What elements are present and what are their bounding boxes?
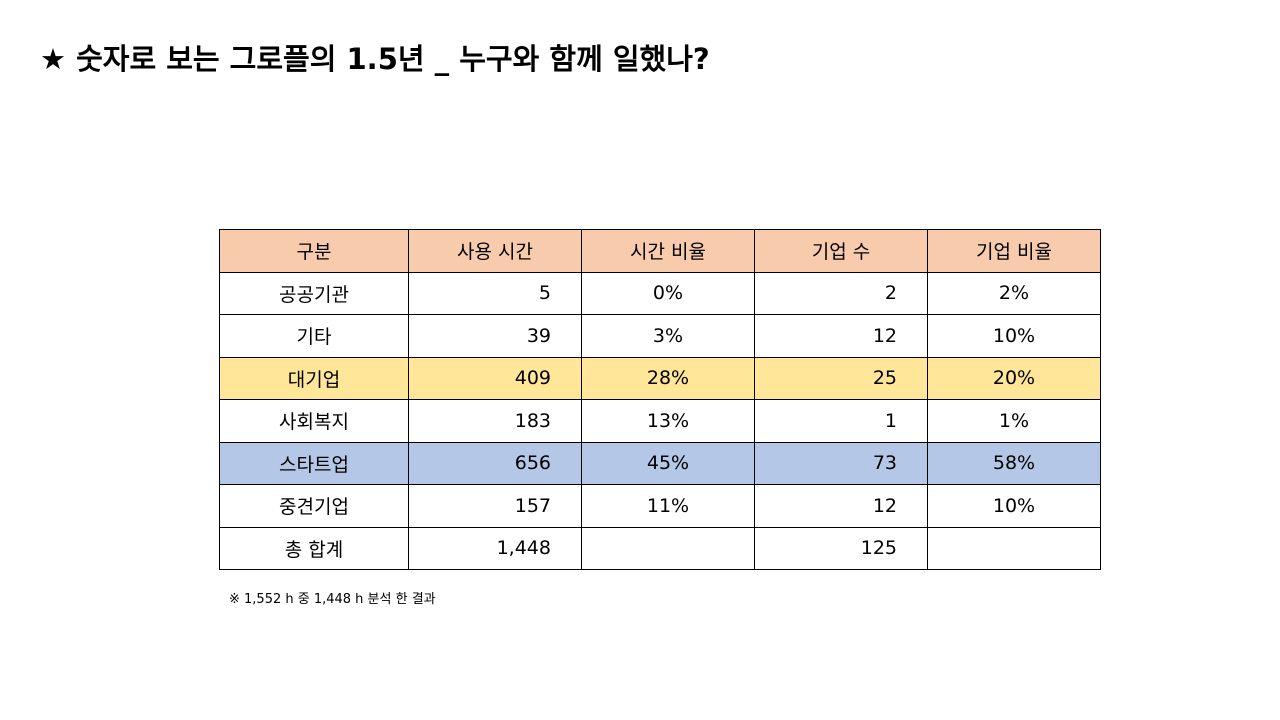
column-header: 기업 수: [754, 229, 928, 273]
footnote: ※ 1,552 h 중 1,448 h 분석 한 결과: [229, 592, 436, 607]
row-label: 사회복지: [219, 399, 409, 443]
table-cell: 2%: [927, 271, 1101, 315]
slide-title: ★ 숫자로 보는 그로플의 1.5년 _ 누구와 함께 일했나?: [40, 42, 710, 76]
table-cell: 0%: [581, 271, 755, 315]
table-cell: 13%: [581, 399, 755, 443]
table-cell: 409: [408, 356, 582, 400]
table-cell: 39: [408, 314, 582, 358]
table-cell: 58%: [927, 441, 1101, 485]
table-row: 공공기관 5 0% 2 2%: [219, 271, 1101, 315]
table-cell: 12: [754, 484, 928, 528]
table-cell: 1: [754, 399, 928, 443]
header-row: 구분 사용 시간 시간 비율 기업 수 기업 비율: [219, 229, 1101, 273]
table-cell: 3%: [581, 314, 755, 358]
table-cell: 10%: [927, 314, 1101, 358]
table-row: 총 합계 1,448 125: [219, 526, 1101, 570]
column-header: 사용 시간: [408, 229, 582, 273]
table-cell: 10%: [927, 484, 1101, 528]
table-cell: 11%: [581, 484, 755, 528]
table-cell: 157: [408, 484, 582, 528]
table-cell: 183: [408, 399, 582, 443]
row-label: 스타트업: [219, 441, 409, 485]
table-cell: 2: [754, 271, 928, 315]
table-cell: 28%: [581, 356, 755, 400]
table-cell: 20%: [927, 356, 1101, 400]
table-cell: [927, 526, 1101, 570]
table-cell: 1%: [927, 399, 1101, 443]
row-label: 공공기관: [219, 271, 409, 315]
table-cell: 45%: [581, 441, 755, 485]
table-body: 공공기관 5 0% 2 2% 기타 39 3% 12 10% 대기업 409 28% 25 20% 사회복지 1…: [219, 271, 1101, 570]
table-row: 대기업 409 28% 25 20%: [219, 356, 1101, 400]
table-cell: 12: [754, 314, 928, 358]
table-cell: 25: [754, 356, 928, 400]
table-cell: 5: [408, 271, 582, 315]
row-label: 총 합계: [219, 526, 409, 570]
data-table: 구분 사용 시간 시간 비율 기업 수 기업 비율 공공기관 5 0% 2 2% 기타 39 3% 12…: [219, 229, 1101, 570]
row-label: 대기업: [219, 356, 409, 400]
column-header: 기업 비율: [927, 229, 1101, 273]
column-header: 시간 비율: [581, 229, 755, 273]
table-row: 중견기업 157 11% 12 10%: [219, 484, 1101, 528]
table-cell: 125: [754, 526, 928, 570]
column-header: 구분: [219, 229, 409, 273]
table-row: 사회복지 183 13% 1 1%: [219, 399, 1101, 443]
table-cell: 656: [408, 441, 582, 485]
table-cell: [581, 526, 755, 570]
row-label: 기타: [219, 314, 409, 358]
table-cell: 73: [754, 441, 928, 485]
table-row: 스타트업 656 45% 73 58%: [219, 441, 1101, 485]
table-cell: 1,448: [408, 526, 582, 570]
row-label: 중견기업: [219, 484, 409, 528]
table-row: 기타 39 3% 12 10%: [219, 314, 1101, 358]
